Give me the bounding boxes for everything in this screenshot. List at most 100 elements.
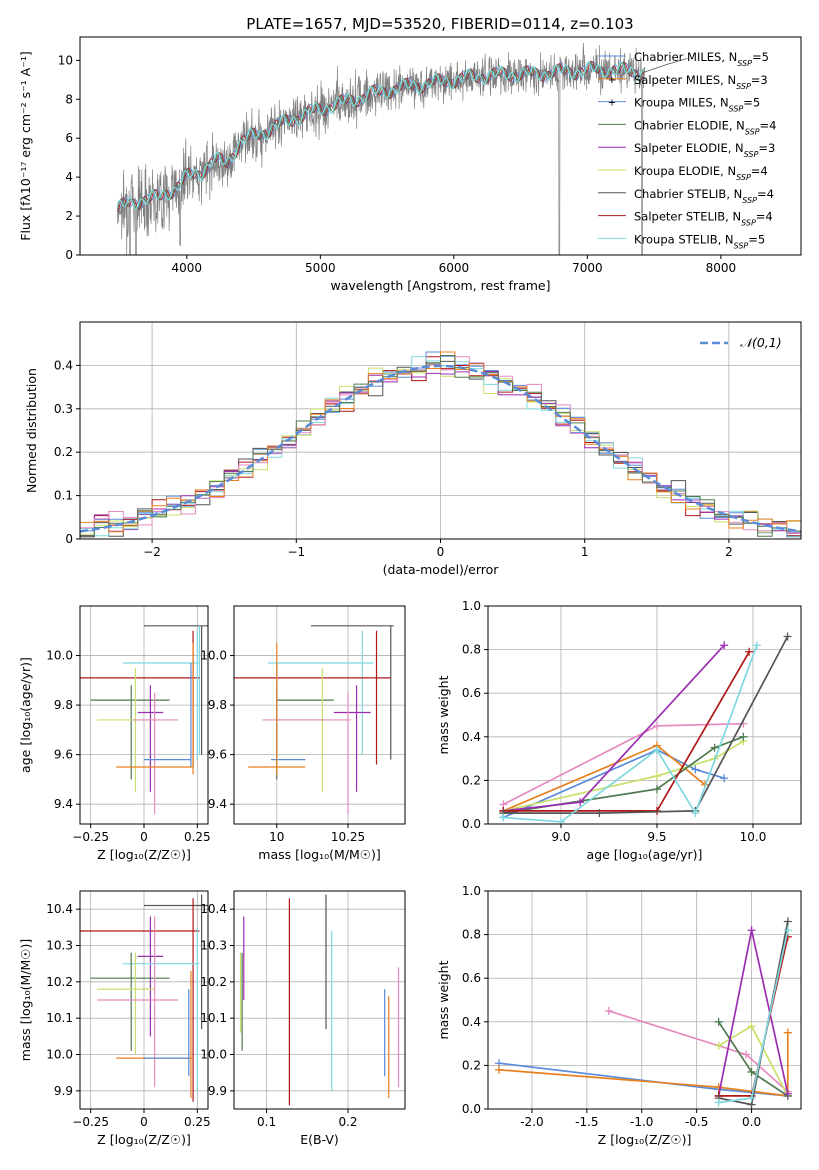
legend-subscript: SSP bbox=[741, 218, 756, 227]
y-tick-label: 9.6 bbox=[54, 748, 73, 762]
y-tick-label: 8 bbox=[65, 92, 73, 106]
mass-weight-vs-Z-axes bbox=[488, 890, 801, 1110]
residual-histograms bbox=[80, 351, 801, 538]
weight-point bbox=[747, 926, 756, 935]
weight-point bbox=[652, 721, 661, 730]
x-tick-label: 10 bbox=[269, 830, 284, 844]
weight-point bbox=[499, 813, 508, 822]
figure-title: PLATE=1657, MJD=53520, FIBERID=0114, z=0… bbox=[246, 15, 633, 33]
residual-histogram-line bbox=[80, 355, 801, 538]
legend-marker: + bbox=[608, 98, 616, 109]
y-tick-label: 0.8 bbox=[462, 928, 481, 942]
weight-point bbox=[556, 817, 565, 824]
legend-label: Kroupa STELIB, NSSP=5 bbox=[634, 232, 765, 250]
residual-legend: 𝒩(0,1) bbox=[700, 335, 782, 350]
weight-point bbox=[739, 732, 748, 741]
x-tick-label: 1 bbox=[581, 545, 589, 559]
age-vs-Z-frame: −0.25 0 0.25 9.4 9.6 9.8 10.0 Z [log₁₀(Z/Z☉)] ag… bbox=[18, 605, 211, 862]
weight-point bbox=[652, 772, 661, 781]
x-axis-label: Z [log₁₀(Z/Z☉)] bbox=[97, 1132, 191, 1147]
weight-point bbox=[714, 1041, 723, 1050]
legend-subscript: SSP bbox=[744, 150, 759, 159]
x-tick-label: 0.2 bbox=[338, 1115, 357, 1129]
weight-point bbox=[652, 745, 661, 754]
weight-point bbox=[710, 743, 719, 752]
weight-point bbox=[720, 641, 729, 650]
age-vs-Z-errorbars bbox=[80, 625, 208, 815]
y-tick-label: 10.0 bbox=[200, 649, 227, 663]
y-tick-label: 1.0 bbox=[462, 599, 481, 613]
weight-point bbox=[747, 1022, 756, 1031]
x-axis-label: E(B-V) bbox=[300, 1132, 339, 1147]
y-axis-label: mass [log₁₀(M/M☉)] bbox=[18, 939, 33, 1061]
weight-point bbox=[714, 1017, 723, 1026]
y-tick-label: 10.0 bbox=[200, 1048, 227, 1062]
y-tick-label: 0.0 bbox=[462, 817, 481, 831]
legend-value: =4 bbox=[757, 187, 774, 201]
mass-vs-EBV-errorbars bbox=[239, 894, 400, 1106]
spectrum-legend: Chabrier MILES, NSSP=5 + Salpeter MILES, N… bbox=[598, 50, 776, 250]
y-tick-label: 9.9 bbox=[54, 1084, 73, 1098]
legend-label: Kroupa MILES, NSSP=5 bbox=[634, 96, 760, 114]
weight-line bbox=[717, 930, 789, 1097]
x-axis-label: Z [log₁₀(Z/Z☉)] bbox=[598, 1132, 692, 1147]
x-tick-label: −1 bbox=[287, 545, 305, 559]
legend-subscript: SSP bbox=[736, 173, 751, 182]
legend-label: Kroupa ELODIE, NSSP=4 bbox=[634, 164, 768, 182]
y-tick-label: 9.8 bbox=[208, 698, 227, 712]
weight-point bbox=[783, 1028, 792, 1037]
mass-vs-EBV-axes bbox=[234, 891, 405, 1109]
x-tick-label: 8000 bbox=[706, 261, 737, 275]
weight-point bbox=[752, 641, 761, 650]
legend-subscript: SSP bbox=[742, 195, 757, 204]
axes-frame bbox=[487, 605, 802, 825]
mass-vs-Z-frame: −0.25 0 0.25 9.9 10.0 10.1 10.2 10.3 10.4 Z [log₁… bbox=[18, 890, 211, 1147]
legend-value: =3 bbox=[758, 141, 775, 155]
y-axis-label: mass weight bbox=[436, 675, 451, 754]
x-tick-label: -0.5 bbox=[685, 1115, 708, 1129]
model-spectrum-line bbox=[117, 60, 645, 213]
age-vs-mass-errorbars bbox=[234, 625, 394, 815]
legend-value: =5 bbox=[748, 232, 765, 246]
mass-vs-EBV-frame: 0.1 0.2 9.9 10.0 10.1 10.2 10.3 10.4 E(B-V) bbox=[200, 890, 406, 1147]
weight-point bbox=[691, 809, 700, 818]
weight-point bbox=[576, 798, 585, 807]
y-tick-label: 0.6 bbox=[462, 971, 481, 985]
y-tick-label: 0.2 bbox=[462, 773, 481, 787]
y-tick-label: 0 bbox=[65, 532, 73, 546]
legend-subscript: SSP bbox=[734, 241, 749, 250]
legend-label: 𝒩(0,1) bbox=[740, 335, 782, 350]
age-vs-mass-axes bbox=[234, 606, 405, 824]
weight-line bbox=[503, 636, 789, 814]
x-tick-label: −2 bbox=[143, 545, 161, 559]
weight-point bbox=[691, 765, 700, 774]
y-tick-label: 9.9 bbox=[208, 1084, 227, 1098]
weight-point bbox=[745, 647, 754, 656]
legend-value: =5 bbox=[752, 50, 769, 64]
y-tick-label: 0.6 bbox=[462, 686, 481, 700]
spectrum-lines bbox=[116, 43, 688, 255]
weight-point bbox=[783, 917, 792, 926]
weight-point bbox=[742, 1050, 751, 1059]
y-tick-label: 0 bbox=[65, 248, 73, 262]
y-tick-label: 6 bbox=[65, 131, 73, 145]
x-tick-label: 9.5 bbox=[647, 830, 666, 844]
legend-value: =4 bbox=[756, 210, 773, 224]
x-axis-label: age [log₁₀(age/yr)] bbox=[587, 847, 703, 862]
spectrum-frame: 4000 5000 6000 7000 8000 0 2 4 6 8 10 wavelength [A… bbox=[18, 36, 802, 293]
y-tick-label: 2 bbox=[65, 209, 73, 223]
x-tick-label: -1.0 bbox=[630, 1115, 653, 1129]
y-tick-label: 0.8 bbox=[462, 643, 481, 657]
y-tick-label: 9.6 bbox=[208, 748, 227, 762]
weight-point bbox=[714, 1098, 723, 1107]
x-tick-label: 0.1 bbox=[257, 1115, 276, 1129]
model-spectrum-line bbox=[116, 61, 645, 210]
mass-vs-Z-errorbars bbox=[80, 894, 208, 1102]
y-tick-label: 0.4 bbox=[54, 358, 73, 372]
y-axis-label: age [log₁₀(age/yr)] bbox=[18, 657, 33, 773]
y-tick-label: 0.4 bbox=[462, 730, 481, 744]
weight-point bbox=[714, 1083, 723, 1092]
x-tick-label: 0 bbox=[437, 545, 445, 559]
residuals-frame: −2 −1 0 1 2 0 0.1 0.2 0.3 0.4 (data-model)/error No… bbox=[24, 321, 802, 577]
